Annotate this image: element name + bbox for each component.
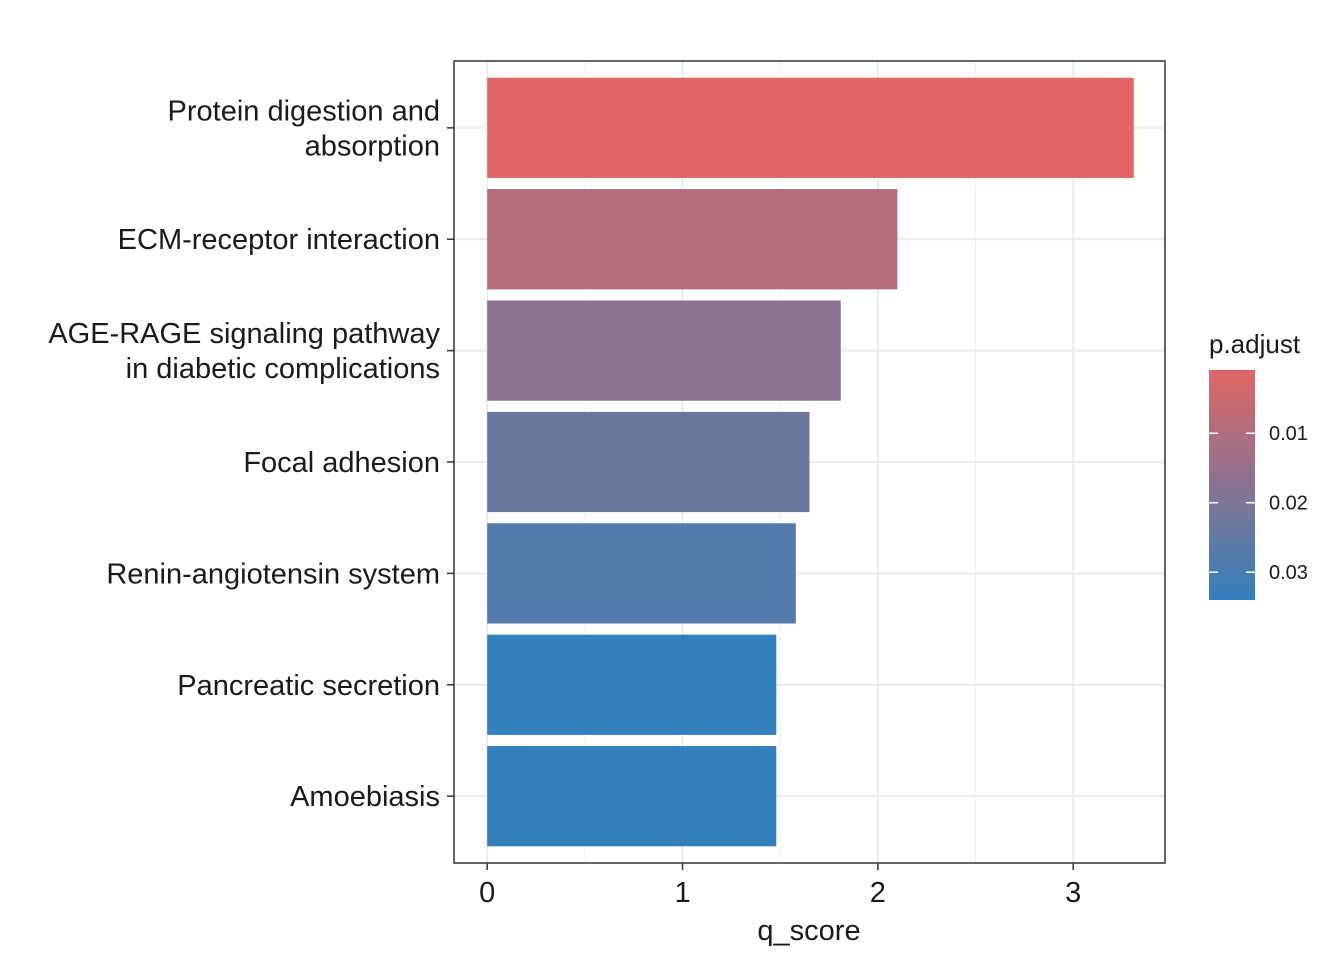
bar bbox=[487, 523, 796, 624]
x-axis: 0 1 2 3 bbox=[479, 863, 1081, 909]
legend: p.adjust 0.01 0.02 0.03 bbox=[1209, 329, 1308, 600]
bar bbox=[487, 189, 898, 290]
y-tick-label: ECM-receptor interaction bbox=[118, 224, 440, 256]
legend-tick-label: 0.01 bbox=[1269, 423, 1308, 445]
y-tick-label: Focal adhesion bbox=[243, 447, 440, 479]
bar bbox=[487, 634, 777, 735]
bar bbox=[487, 300, 841, 401]
y-tick-label: absorption bbox=[305, 130, 440, 162]
x-axis-title: q_score bbox=[757, 915, 860, 947]
y-tick-label: Protein digestion and bbox=[168, 95, 440, 127]
x-tick-label: 3 bbox=[1065, 877, 1081, 909]
x-tick-label: 0 bbox=[479, 877, 495, 909]
y-tick-label: Renin-angiotensin system bbox=[106, 558, 440, 590]
y-tick-label: in diabetic complications bbox=[126, 353, 440, 385]
bars bbox=[487, 77, 1134, 847]
legend-colorbar bbox=[1209, 370, 1255, 600]
y-tick-label: AGE-RAGE signaling pathway bbox=[48, 318, 440, 350]
x-tick-label: 2 bbox=[870, 877, 886, 909]
legend-tick-label: 0.02 bbox=[1269, 493, 1308, 515]
legend-title: p.adjust bbox=[1209, 329, 1301, 359]
bar bbox=[487, 411, 810, 513]
legend-tick-label: 0.03 bbox=[1269, 562, 1308, 584]
y-tick-label: Amoebiasis bbox=[290, 781, 440, 813]
bar bbox=[487, 77, 1134, 178]
bar bbox=[487, 746, 777, 847]
y-tick-label: Pancreatic secretion bbox=[177, 670, 440, 702]
x-tick-label: 1 bbox=[674, 877, 690, 909]
